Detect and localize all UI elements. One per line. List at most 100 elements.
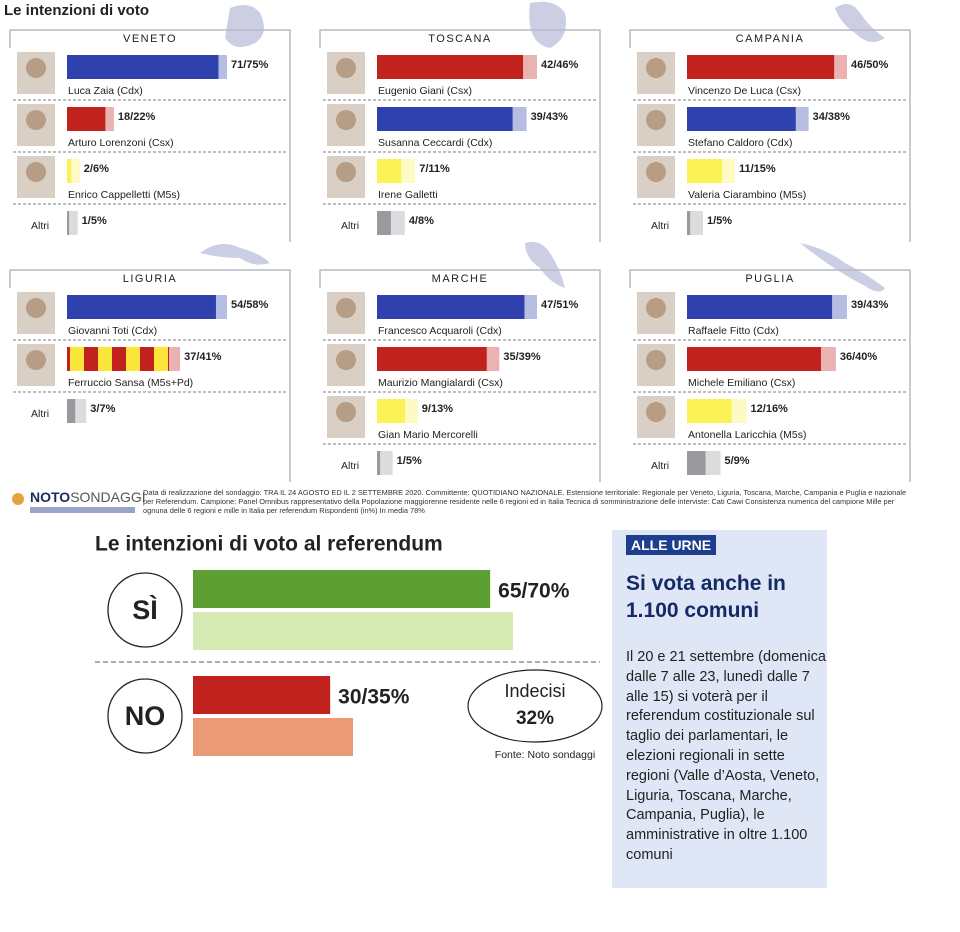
- region-map: [800, 243, 885, 292]
- logo: NOTOSONDAGGI: [12, 489, 146, 513]
- page-title: Le intenzioni di voto: [4, 2, 149, 19]
- value-label: 34/38%: [813, 111, 851, 123]
- candidate-name: Maurizio Mangialardi (Csx): [378, 377, 503, 389]
- value-label: 11/15%: [739, 163, 776, 175]
- photo-head: [646, 402, 666, 422]
- sidebar-tag: ALLE URNE: [626, 535, 716, 555]
- candidate-name: Eugenio Giani (Csx): [378, 85, 472, 97]
- bar-range: [71, 159, 80, 183]
- photo-head: [26, 298, 46, 318]
- bar: [687, 55, 834, 79]
- bar-range: [391, 211, 405, 235]
- answer-label: NO: [125, 701, 166, 731]
- photo-head: [336, 402, 356, 422]
- bar: [67, 107, 105, 131]
- panel-title: LIGURIA: [123, 273, 178, 285]
- region-panel: VENETOLuca Zaia (Cdx)71/75%Arturo Lorenz…: [10, 5, 290, 242]
- region-map: [835, 4, 885, 42]
- value-label: 65/70%: [498, 580, 570, 603]
- region-panel: TOSCANAEugenio Giani (Csx)42/46%Susanna …: [320, 2, 600, 242]
- logo-icon: [12, 493, 24, 505]
- answer-label: SÌ: [132, 594, 158, 625]
- bar: [377, 107, 513, 131]
- bar: [377, 159, 401, 183]
- bar-range: [690, 211, 703, 235]
- bar-range: [487, 347, 500, 371]
- value-label: 30/35%: [338, 686, 410, 709]
- bar: [687, 295, 832, 319]
- value-label: 35/39%: [503, 351, 541, 363]
- bar: [687, 107, 796, 131]
- bar: [377, 399, 405, 423]
- value-label: 1/5%: [707, 215, 732, 227]
- panel-title: TOSCANA: [428, 33, 491, 45]
- source: Fonte: Noto sondaggi: [495, 749, 595, 761]
- sidebar-body: Il 20 e 21 settembre (domenica dalle 7 a…: [626, 648, 826, 866]
- other-label: Altri: [651, 220, 669, 232]
- value-label: 37/41%: [184, 351, 222, 363]
- photo-head: [336, 58, 356, 78]
- value-label: 39/43%: [531, 111, 569, 123]
- value-label: 46/50%: [851, 59, 889, 71]
- photo-head: [646, 110, 666, 130]
- value-label: 7/11%: [419, 163, 450, 175]
- bar: [377, 295, 524, 319]
- bar-range: [69, 211, 78, 235]
- logo-bar: [30, 507, 135, 513]
- photo-head: [26, 350, 46, 370]
- photo-head: [336, 298, 356, 318]
- bar: [687, 347, 821, 371]
- bar: [377, 55, 523, 79]
- photo-head: [336, 350, 356, 370]
- bar: [687, 399, 732, 423]
- value-label: 1/5%: [82, 215, 107, 227]
- value-label: 42/46%: [541, 59, 579, 71]
- candidate-name: Giovanni Toti (Cdx): [68, 325, 157, 337]
- logo-bold: NOTO: [30, 489, 70, 505]
- bar: [377, 211, 391, 235]
- bar-range: [834, 55, 847, 79]
- photo-head: [646, 58, 666, 78]
- logo-light: SONDAGGI: [70, 489, 145, 505]
- bar-range: [380, 451, 393, 475]
- undecided-value: 32%: [516, 708, 554, 729]
- bar-range: [513, 107, 527, 131]
- candidate-name: Stefano Caldoro (Cdx): [688, 137, 792, 149]
- bar-range: [401, 159, 415, 183]
- bar-range: [524, 295, 537, 319]
- bar-range: [832, 295, 847, 319]
- bar: [193, 570, 490, 608]
- candidate-name: Valeria Ciarambino (M5s): [688, 189, 806, 201]
- region-map: [525, 242, 565, 288]
- candidate-name: Francesco Acquaroli (Cdx): [378, 325, 502, 337]
- bar: [377, 451, 380, 475]
- bar-range: [523, 55, 537, 79]
- source-note: Data di realizzazione del sondaggio: TRA…: [143, 488, 913, 515]
- bar: [67, 159, 71, 183]
- candidate-name: Antonella Laricchia (M5s): [688, 429, 806, 441]
- referendum-chart: Le intenzioni di voto al referendumSÌ65/…: [95, 533, 602, 761]
- panel-title: VENETO: [123, 33, 177, 45]
- photo-head: [26, 58, 46, 78]
- candidate-name: Enrico Cappelletti (M5s): [68, 189, 180, 201]
- bar-range: [722, 159, 735, 183]
- sidebar-heading: Si vota anche in 1.100 comuni: [626, 570, 821, 624]
- candidate-name: Irene Galletti: [378, 189, 438, 201]
- bar: [67, 211, 69, 235]
- value-label: 39/43%: [851, 299, 889, 311]
- value-label: 4/8%: [409, 215, 434, 227]
- bar-range: [796, 107, 809, 131]
- region-map: [225, 5, 264, 47]
- region-panel: PUGLIARaffaele Fitto (Cdx)39/43%Michele …: [630, 243, 910, 482]
- value-label: 71/75%: [231, 59, 269, 71]
- region-panel: MARCHEFrancesco Acquaroli (Cdx)47/51%Mau…: [320, 242, 600, 482]
- bar: [67, 347, 169, 371]
- bar-range: [405, 399, 418, 423]
- region-panel: LIGURIAGiovanni Toti (Cdx)54/58%Ferrucci…: [10, 244, 290, 482]
- bar: [193, 676, 330, 714]
- region-map: [200, 244, 270, 265]
- candidate-name: Ferruccio Sansa (M5s+Pd): [68, 377, 193, 389]
- value-label: 36/40%: [840, 351, 878, 363]
- undecided-label: Indecisi: [504, 681, 565, 701]
- bar: [377, 347, 487, 371]
